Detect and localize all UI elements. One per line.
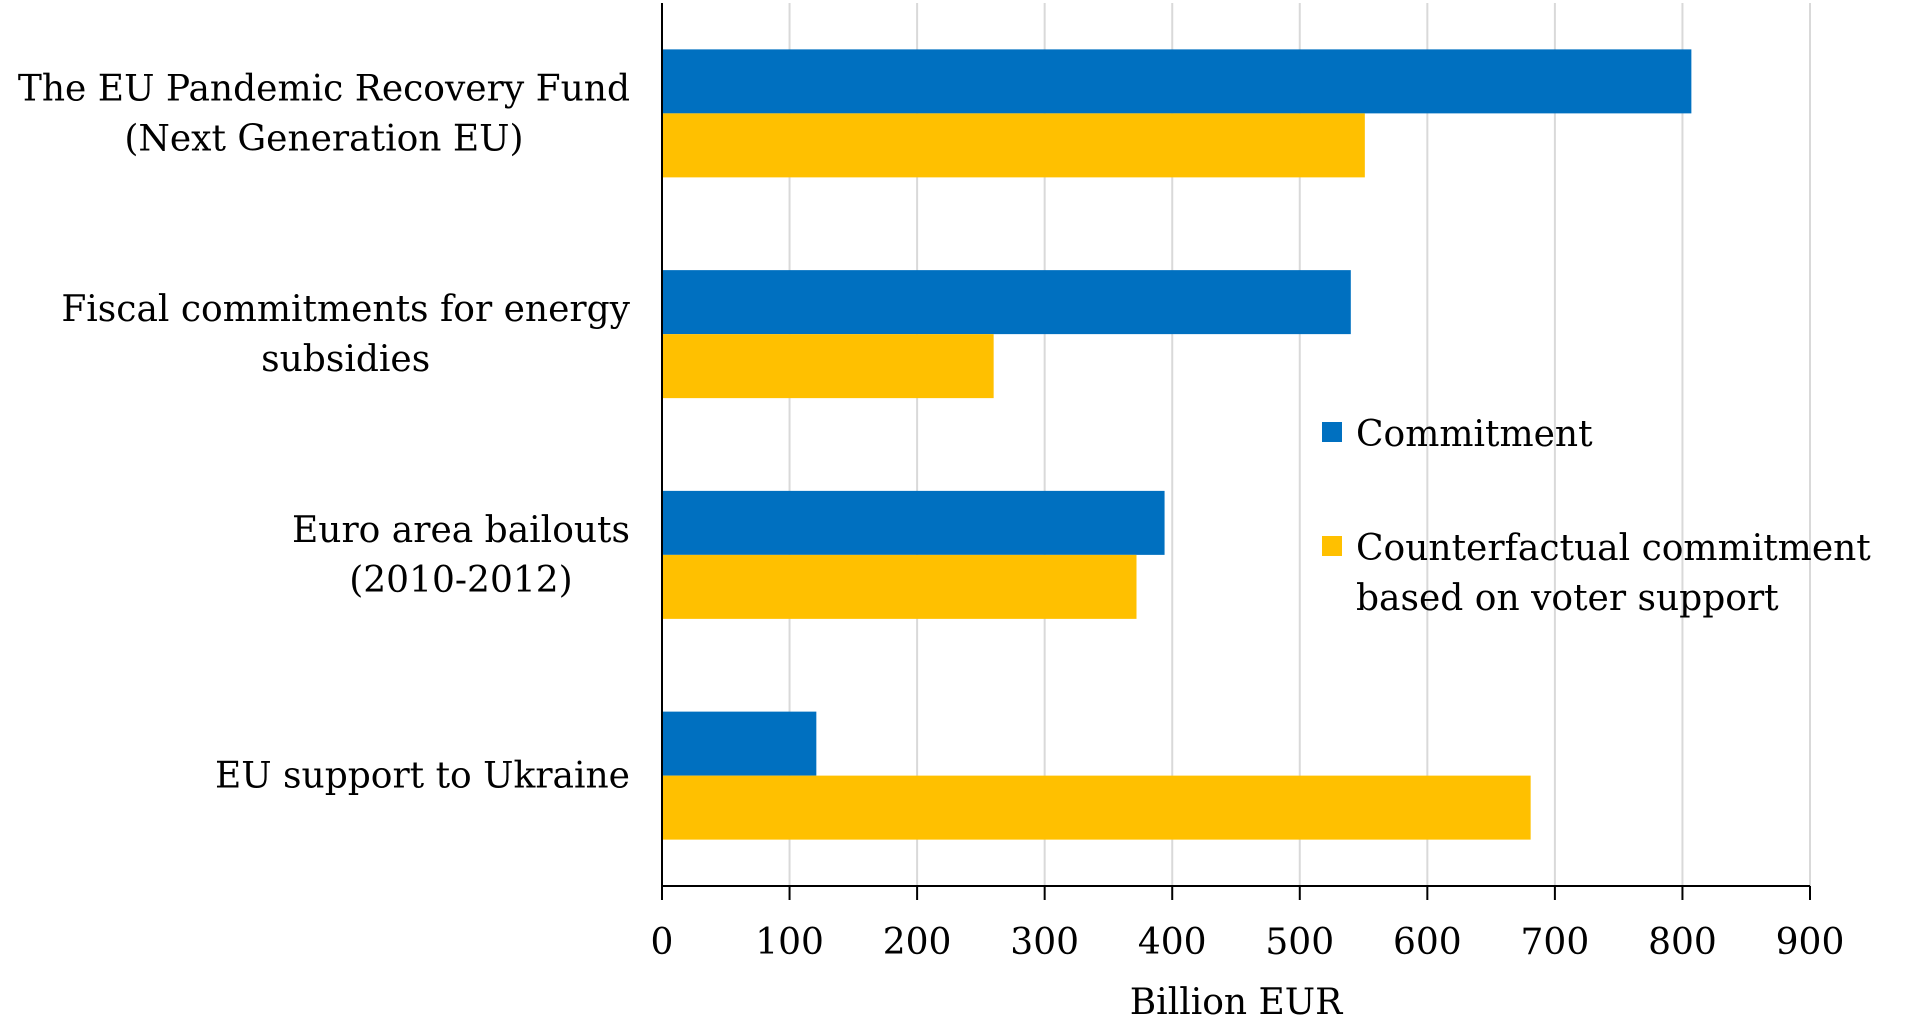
bar-counterfactual [662, 775, 1531, 840]
x-tick-label: 700 [1521, 922, 1590, 963]
axes [661, 3, 1811, 900]
bar-commitment [662, 711, 817, 776]
legend-label: based on voter support [1356, 578, 1779, 619]
category-label: subsidies [261, 339, 430, 380]
legend-label: Counterfactual commitment [1356, 528, 1871, 569]
x-tick-label: 0 [651, 922, 674, 963]
category-label: The EU Pandemic Recovery Fund [18, 68, 630, 109]
legend: Commitment Counterfactual commitment based… [1322, 414, 1871, 619]
legend-label: Commitment [1356, 414, 1593, 455]
bar-commitment [662, 49, 1692, 114]
x-tick-label: 900 [1776, 922, 1845, 963]
category-label: Fiscal commitments for energy [61, 289, 630, 330]
bar-commitment [662, 490, 1165, 555]
x-tick-label: 800 [1648, 922, 1717, 963]
bar-counterfactual [662, 334, 994, 399]
category-label: (2010-2012) [349, 560, 573, 601]
category-label: Euro area bailouts [292, 510, 630, 551]
category-label: (Next Generation EU) [124, 118, 523, 159]
x-axis-title: Billion EUR [1130, 982, 1343, 1023]
x-tick-labels: 0 100 200 300 400 500 600 700 800 900 [651, 922, 1845, 963]
x-tick-label: 400 [1138, 922, 1207, 963]
bar-counterfactual [662, 554, 1137, 619]
bar-commitment [662, 270, 1351, 335]
x-tick-label: 200 [883, 922, 952, 963]
x-tick-label: 500 [1265, 922, 1334, 963]
category-labels: The EU Pandemic Recovery Fund (Next Gener… [18, 68, 631, 796]
x-tick-label: 100 [755, 922, 824, 963]
category-label: EU support to Ukraine [215, 756, 630, 797]
legend-swatch-counterfactual [1322, 536, 1342, 556]
bars [662, 49, 1692, 840]
x-tick-label: 600 [1393, 922, 1462, 963]
bar-counterfactual [662, 113, 1365, 178]
legend-swatch-commitment [1322, 422, 1342, 442]
x-tick-label: 300 [1010, 922, 1079, 963]
